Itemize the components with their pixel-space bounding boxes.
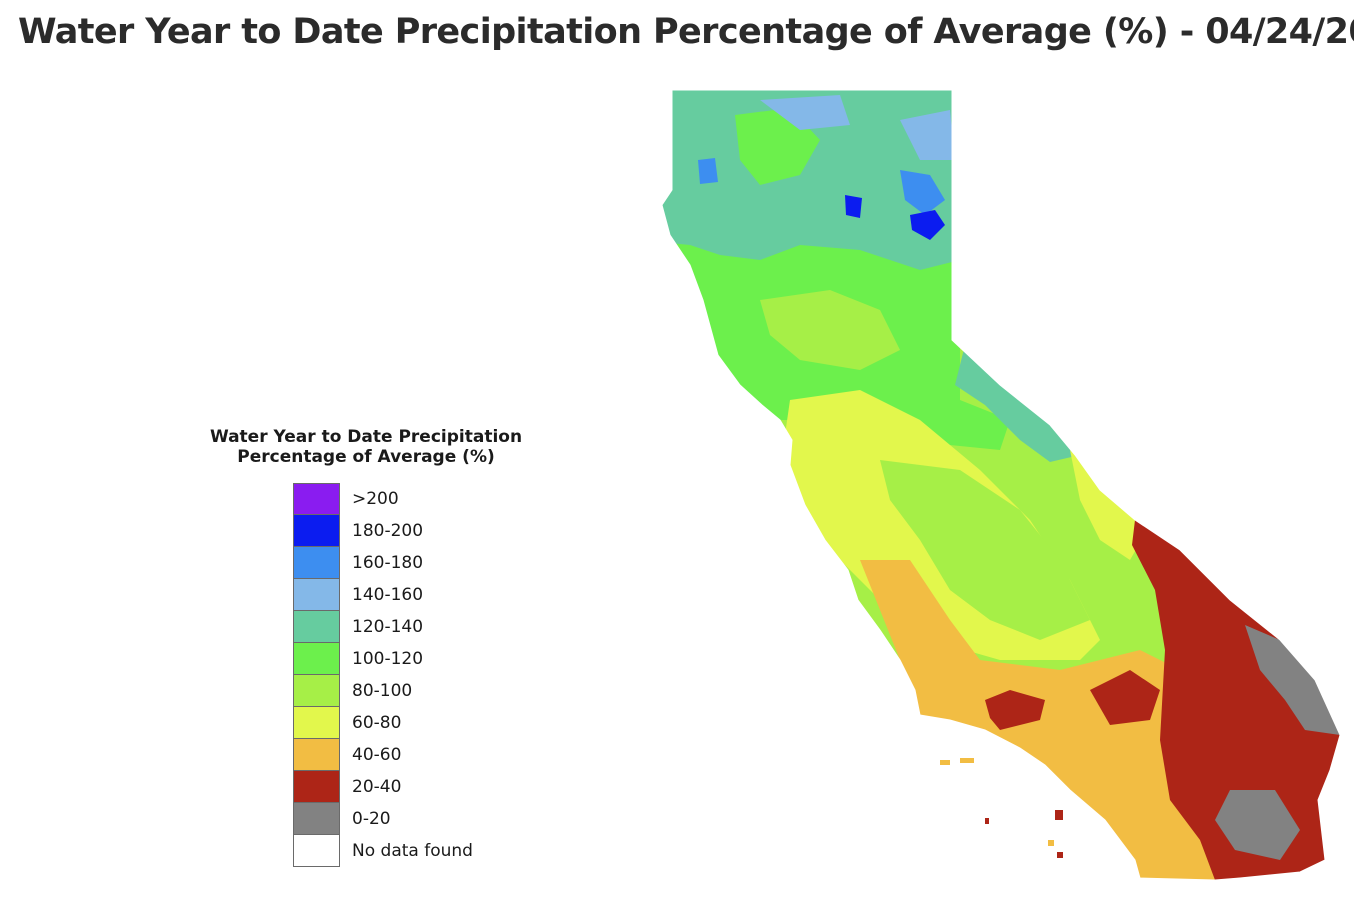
legend-label: 0-20: [352, 809, 391, 829]
region-transverse-20-40: [985, 690, 1045, 730]
island-small-4: [1055, 810, 1063, 820]
region-valley-80-100: [880, 460, 1090, 640]
region-northwest-160-180: [698, 158, 718, 184]
region-mojave-20-40: [1090, 670, 1160, 725]
legend-label: >200: [352, 489, 399, 509]
legend-title-line-2: Percentage of Average (%): [237, 447, 495, 467]
legend-item: >200: [293, 483, 536, 515]
region-desert-0-20-south: [1215, 790, 1300, 860]
legend-item: 140-160: [293, 579, 536, 611]
region-sierra-120-140: [955, 345, 1080, 462]
legend-item: 60-80: [293, 707, 536, 739]
legend-swatch: [293, 515, 340, 547]
map-legend: Water Year to Date Precipitation Percent…: [196, 427, 536, 867]
legend-swatch: [293, 835, 340, 867]
region-north-180-200: [845, 195, 862, 218]
region-northeast-140-160: [900, 110, 955, 160]
precipitation-regions: [662, 90, 1340, 880]
island-small-3: [985, 818, 989, 824]
channel-islands: [940, 758, 1063, 858]
region-north-140-160: [760, 95, 850, 130]
island-small-6: [1048, 840, 1054, 846]
legend-item: 20-40: [293, 771, 536, 803]
legend-item: 40-60: [293, 739, 536, 771]
legend-items: >200 180-200 160-180 140-160 120-140 100…: [293, 483, 536, 867]
legend-label: 180-200: [352, 521, 424, 541]
legend-label: 120-140: [352, 617, 424, 637]
island-small-1: [940, 760, 950, 765]
legend-item: 0-20: [293, 803, 536, 835]
region-desert-0-20: [1245, 625, 1340, 735]
legend-swatch: [293, 707, 340, 739]
island-small-5: [1057, 852, 1063, 858]
legend-label: 60-80: [352, 713, 402, 733]
legend-label: 140-160: [352, 585, 424, 605]
legend-item: 100-120: [293, 643, 536, 675]
legend-swatch: [293, 579, 340, 611]
legend-item: No data found: [293, 835, 536, 867]
region-northeast-180-200: [910, 210, 945, 240]
legend-label: 40-60: [352, 745, 402, 765]
legend-swatch: [293, 675, 340, 707]
legend-swatch: [293, 483, 340, 515]
page-title: Water Year to Date Precipitation Percent…: [18, 12, 1354, 52]
region-northeast-160-180: [900, 170, 945, 215]
legend-item: 180-200: [293, 515, 536, 547]
legend-title-line-1: Water Year to Date Precipitation: [209, 427, 523, 447]
legend-swatch: [293, 547, 340, 579]
legend-title: Water Year to Date Precipitation Percent…: [196, 427, 536, 467]
legend-label: 80-100: [352, 681, 413, 701]
legend-swatch: [293, 611, 340, 643]
legend-item: 120-140: [293, 611, 536, 643]
island-small-2: [960, 758, 974, 763]
legend-swatch: [293, 771, 340, 803]
legend-item: 160-180: [293, 547, 536, 579]
region-eastern-sierra-60-80: [1070, 450, 1150, 560]
legend-label: 100-120: [352, 649, 424, 669]
legend-label: 20-40: [352, 777, 402, 797]
region-desert-20-40: [1132, 520, 1340, 880]
region-north-80-100-patch: [760, 290, 900, 370]
legend-swatch: [293, 803, 340, 835]
legend-item: 80-100: [293, 675, 536, 707]
legend-label: No data found: [352, 841, 473, 861]
legend-swatch: [293, 739, 340, 771]
legend-label: 160-180: [352, 553, 424, 573]
legend-swatch: [293, 643, 340, 675]
